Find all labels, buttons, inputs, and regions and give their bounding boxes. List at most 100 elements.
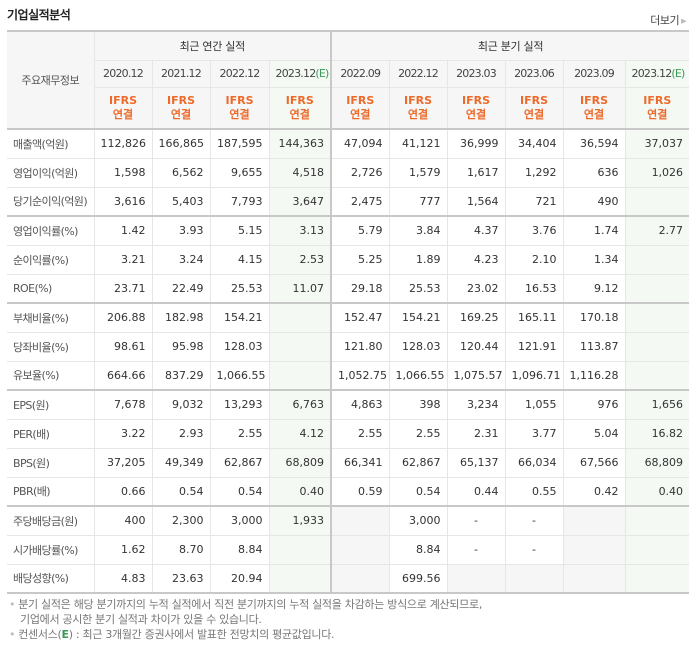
value-cell: 1.42 [93, 215, 153, 246]
value-cell [268, 534, 332, 565]
value-cell: 398 [388, 389, 448, 420]
value-cell: 3.21 [93, 244, 153, 275]
footnote-consensus: • 컨센서스(E) : 최근 3개월간 증권사에서 발표한 전망치의 평균값입니다… [9, 628, 335, 641]
accounting-basis: IFRS 연결 [268, 86, 332, 130]
value-cell: 5,403 [151, 186, 211, 217]
table-row: 매출액(억원) 112,826 166,865 187,595 144,363 47,09… [7, 128, 690, 159]
value-cell: 2.55 [209, 418, 270, 449]
period-label: 2021.12 [161, 67, 202, 80]
accounting-standard: IFRS [520, 93, 549, 107]
more-link[interactable]: 더보기 ▶ [650, 12, 686, 28]
value-cell: 0.40 [268, 476, 332, 507]
row-label: 영업이익(억원) [7, 157, 95, 188]
value-cell: 67,566 [562, 447, 626, 478]
value-cell: 1,066.55 [388, 360, 448, 391]
value-cell: 490 [562, 186, 626, 217]
value-cell: 3,000 [388, 505, 448, 536]
triangle-right-icon: ▶ [681, 17, 686, 25]
value-cell: 2,726 [330, 157, 390, 188]
value-cell: 144,363 [268, 128, 332, 159]
value-cell: 121.80 [330, 331, 390, 362]
value-cell: 1,026 [624, 157, 690, 188]
value-cell: 182.98 [151, 302, 211, 333]
value-cell: 1,116.28 [562, 360, 626, 391]
value-cell: 837.29 [151, 360, 211, 391]
accounting-standard: IFRS [225, 93, 254, 107]
accounting-standard: IFRS [109, 93, 137, 107]
footnote-quarterly-cont: 기업에서 공시한 분기 실적과 차이가 있을 수 있습니다. [20, 613, 262, 626]
table-row: ROE(%) 23.71 22.49 25.53 11.07 29.18 25.53 23.0… [7, 273, 690, 304]
value-cell: 3.93 [151, 215, 211, 246]
value-cell: 5.79 [330, 215, 390, 246]
value-cell: - [504, 534, 564, 565]
period-header: 2020.12 [93, 59, 153, 88]
accounting-standard: IFRS [346, 93, 375, 107]
value-cell: 1,598 [93, 157, 153, 188]
value-cell: 0.66 [93, 476, 153, 507]
value-cell: 41,121 [388, 128, 448, 159]
value-cell: 120.44 [446, 331, 506, 362]
value-cell: 98.61 [93, 331, 153, 362]
value-cell [624, 186, 690, 217]
value-cell: 3.24 [151, 244, 211, 275]
table-row: 배당성향(%) 4.83 23.63 20.94 699.56 [7, 563, 690, 594]
period-label: 2020.12 [103, 67, 144, 80]
value-cell [624, 302, 690, 333]
value-cell: 1,055 [504, 389, 564, 420]
period-header: 2023.12(E) [624, 59, 690, 88]
value-cell: 0.54 [209, 476, 270, 507]
value-cell: 37,205 [93, 447, 153, 478]
value-cell: 36,999 [446, 128, 506, 159]
value-cell: 8.84 [209, 534, 270, 565]
consolidation-type: 연결 [289, 107, 310, 121]
corner-label: 주요재무정보 [7, 30, 95, 130]
group-header: 최근 연간 실적 [93, 30, 332, 61]
value-cell: 5.04 [562, 418, 626, 449]
value-cell [624, 244, 690, 275]
value-cell: 699.56 [388, 563, 448, 594]
value-cell: 664.66 [93, 360, 153, 391]
period-label: 2023.03 [456, 67, 497, 80]
value-cell: 4.15 [209, 244, 270, 275]
table-row: 영업이익(억원) 1,598 6,562 9,655 4,518 2,726 1,579 1,… [7, 157, 690, 188]
period-label: 2022.12 [398, 67, 439, 80]
value-cell: 3,234 [446, 389, 506, 420]
value-cell: 2.77 [624, 215, 690, 246]
table-row: 부채비율(%) 206.88 182.98 154.21 152.47 154.21 169… [7, 302, 690, 333]
value-cell: 636 [562, 157, 626, 188]
value-cell: - [446, 534, 506, 565]
value-cell: 6,763 [268, 389, 332, 420]
value-cell: 1,052.75 [330, 360, 390, 391]
accounting-basis: IFRS 연결 [93, 86, 153, 130]
value-cell: 777 [388, 186, 448, 217]
accounting-basis: IFRS 연결 [330, 86, 390, 130]
value-cell [624, 273, 690, 304]
group-header-row: 주요재무정보 최근 연간 실적 최근 분기 실적 [7, 30, 690, 130]
value-cell: 9,655 [209, 157, 270, 188]
value-cell: 66,034 [504, 447, 564, 478]
value-cell: 37,037 [624, 128, 690, 159]
value-cell: 66,341 [330, 447, 390, 478]
value-cell: 65,137 [446, 447, 506, 478]
value-cell: 23.02 [446, 273, 506, 304]
value-cell: 3.22 [93, 418, 153, 449]
value-cell: 4,518 [268, 157, 332, 188]
value-cell [268, 331, 332, 362]
value-cell [330, 563, 390, 594]
row-label: 부채비율(%) [7, 302, 95, 333]
value-cell: 2,300 [151, 505, 211, 536]
value-cell: 22.49 [151, 273, 211, 304]
value-cell: 128.03 [388, 331, 448, 362]
table-row: 순이익률(%) 3.21 3.24 4.15 2.53 5.25 1.89 4.23 2.10 1… [7, 244, 690, 275]
value-cell: 25.53 [209, 273, 270, 304]
value-cell: 3.84 [388, 215, 448, 246]
value-cell: 154.21 [388, 302, 448, 333]
consolidation-type: 연결 [407, 107, 429, 121]
value-cell: 23.63 [151, 563, 211, 594]
value-cell: 0.54 [151, 476, 211, 507]
accounting-standard: IFRS [285, 93, 314, 107]
table-row: PBR(배) 0.66 0.54 0.54 0.40 0.59 0.54 0.44 0.55 0.… [7, 476, 690, 507]
value-cell: 206.88 [93, 302, 153, 333]
value-cell: 121.91 [504, 331, 564, 362]
value-cell: 13,293 [209, 389, 270, 420]
